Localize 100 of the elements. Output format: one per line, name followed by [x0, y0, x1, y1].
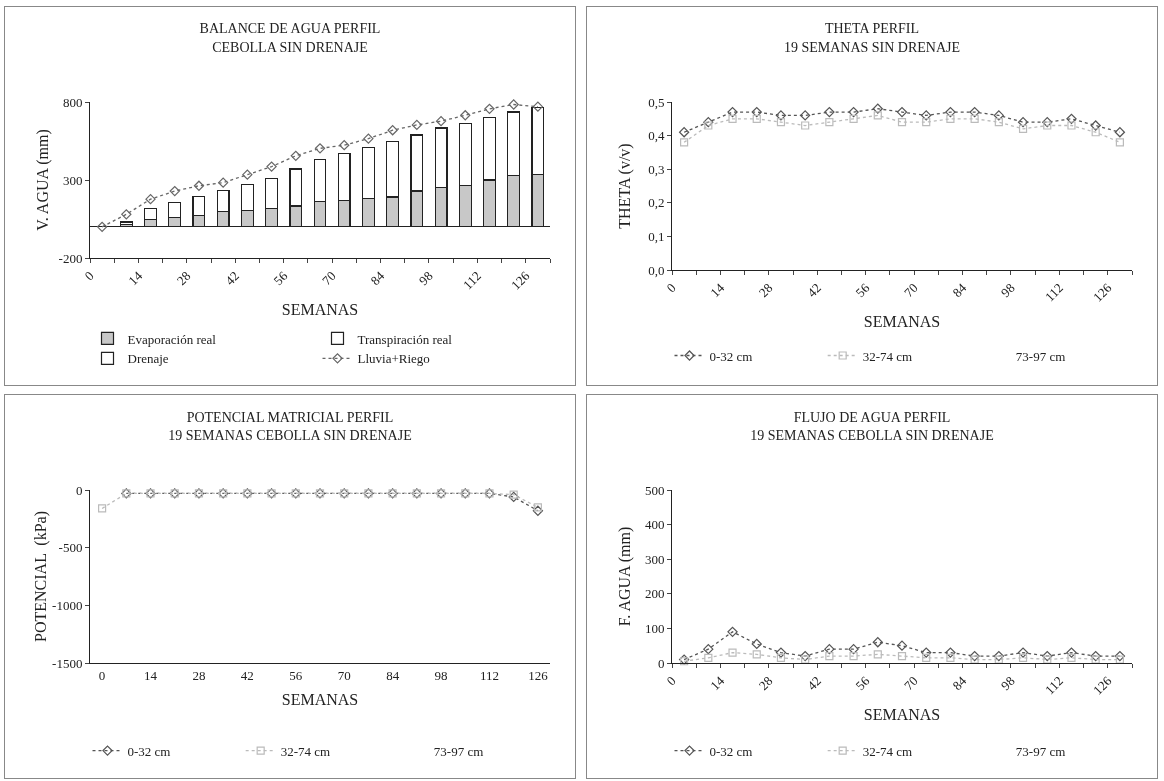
point [752, 650, 761, 659]
x-tick-label: 42 [240, 667, 254, 683]
point [1091, 655, 1100, 664]
point [218, 177, 229, 188]
legend-label: Transpiración real [357, 331, 453, 347]
point [751, 638, 762, 650]
x-tick-label: 84 [386, 667, 400, 683]
point [872, 103, 883, 114]
text: 73-97 cm [433, 743, 484, 759]
chart-subtitle: 19 SEMANAS CEBOLLA SIN DRENAJE [750, 428, 994, 444]
x-tick-label: 28 [755, 280, 776, 301]
legend-label: Drenaje [127, 351, 169, 367]
point [921, 110, 932, 121]
point [1066, 113, 1077, 124]
x-tick-label: 42 [222, 268, 242, 289]
point [704, 121, 713, 130]
x-axis-title: SEMANAS [863, 313, 941, 331]
point [169, 185, 180, 197]
point [896, 640, 908, 651]
x-tick-label: 112 [1042, 280, 1067, 305]
x-tick-label: 112 [460, 268, 485, 293]
chart-subtitle: 19 SEMANAS SIN DRENAJE [783, 39, 961, 55]
x-tick-label: 70 [901, 673, 921, 694]
point [703, 644, 714, 655]
x-tick-label: 84 [949, 279, 970, 301]
point [776, 653, 786, 662]
point [98, 504, 107, 513]
x-tick-label: 14 [125, 267, 146, 289]
point [727, 106, 738, 118]
point [1066, 647, 1077, 658]
y-tick-label: 100 [644, 620, 665, 636]
x-tick-label: 14 [144, 667, 158, 683]
x-tick-label: 126 [1090, 672, 1115, 698]
point [1043, 655, 1052, 664]
legend-label: 0-32 cm [709, 348, 753, 364]
point [242, 169, 253, 180]
legend-label: 32-74 cm [862, 743, 913, 759]
point [1043, 121, 1052, 130]
x-tick-label: 28 [755, 673, 776, 694]
x-tick-label: 14 [707, 672, 728, 694]
point [849, 114, 858, 123]
x-tick-label: 98 [997, 673, 1018, 694]
y-axis-title: POTENCIAL (kPa) [32, 511, 51, 642]
text: 73-97 cm [1015, 348, 1066, 364]
point [945, 647, 956, 658]
point [1018, 124, 1028, 133]
point [435, 116, 447, 127]
point [1115, 138, 1124, 147]
point [1067, 121, 1076, 130]
x-tick-label: 70 [319, 268, 339, 289]
y-tick-label: 0 [657, 655, 665, 671]
point [897, 118, 907, 127]
point [945, 106, 956, 118]
point [873, 650, 882, 659]
point [533, 503, 542, 512]
point [970, 114, 979, 123]
y-axis-title: V. AGUA (mm) [34, 129, 52, 231]
y-tick-label: 0,3 [648, 161, 665, 177]
x-tick-label: 14 [707, 279, 728, 301]
legend-label: Evaporación real [127, 331, 217, 347]
point [703, 117, 714, 128]
x-tick-label: 98 [434, 667, 448, 683]
point [314, 143, 326, 154]
point [752, 114, 761, 123]
point [801, 655, 810, 664]
text: 73-97 cm [1015, 743, 1066, 759]
x-tick-label: 56 [270, 267, 291, 289]
x-tick-label: 126 [528, 667, 549, 683]
y-tick-label: 400 [644, 517, 665, 533]
x-tick-label: 42 [804, 280, 824, 301]
point [1114, 650, 1126, 662]
y-tick-label: -500 [58, 540, 83, 556]
point [994, 655, 1003, 664]
y-tick-label: 800 [62, 94, 83, 110]
point [460, 110, 471, 121]
point [728, 114, 737, 123]
point [800, 650, 811, 662]
point [1090, 120, 1101, 131]
point [1042, 117, 1053, 128]
x-tick-label: 56 [852, 279, 873, 301]
point [993, 650, 1004, 662]
point [873, 111, 882, 120]
point [1114, 127, 1126, 138]
legend-label: 32-74 cm [280, 743, 331, 759]
point [776, 118, 786, 127]
point [896, 106, 908, 118]
y-tick-label: 300 [62, 172, 83, 188]
point [872, 637, 883, 648]
legend-label: 0-32 cm [127, 743, 171, 759]
point [96, 221, 108, 232]
point [509, 490, 518, 499]
x-tick-label: 84 [949, 672, 970, 694]
point [121, 209, 132, 220]
y-tick-label: 0,5 [648, 94, 665, 110]
x-axis-title: SEMANAS [281, 691, 359, 709]
y-tick-label: 0,2 [648, 195, 665, 211]
point [994, 118, 1003, 127]
y-tick-label: 0,4 [648, 128, 665, 144]
point [727, 626, 738, 638]
point [825, 651, 834, 661]
